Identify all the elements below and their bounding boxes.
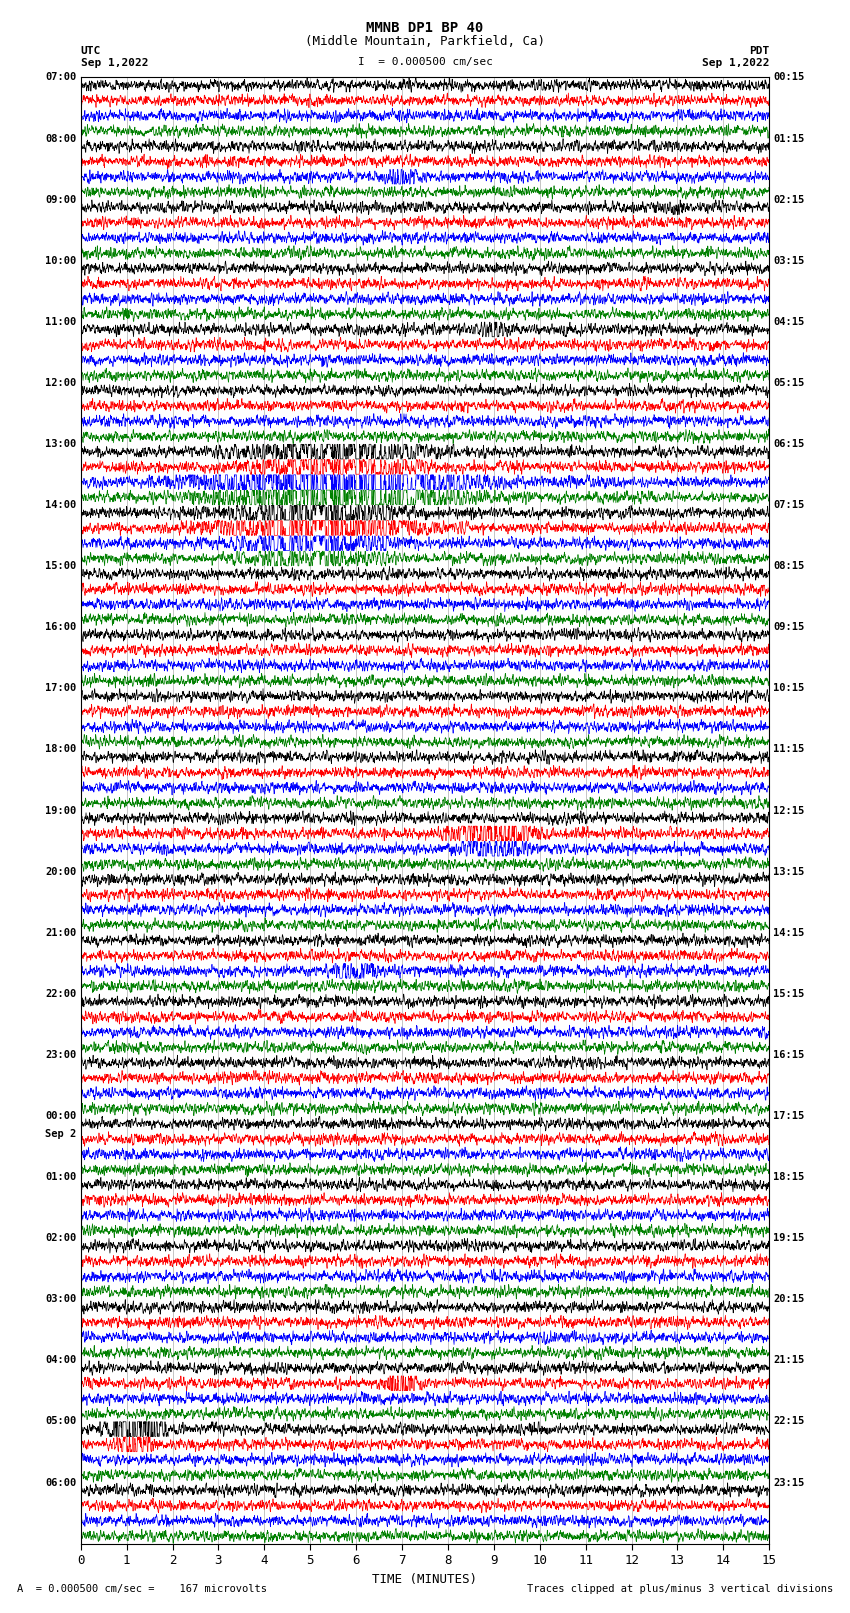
Text: 00:00: 00:00	[45, 1111, 76, 1121]
Text: 05:15: 05:15	[774, 377, 805, 387]
Text: 03:15: 03:15	[774, 256, 805, 266]
Text: 06:00: 06:00	[45, 1478, 76, 1487]
Text: Traces clipped at plus/minus 3 vertical divisions: Traces clipped at plus/minus 3 vertical …	[527, 1584, 833, 1594]
Text: Sep 1,2022: Sep 1,2022	[702, 58, 769, 68]
Text: 12:15: 12:15	[774, 805, 805, 816]
Text: 00:15: 00:15	[774, 73, 805, 82]
Text: 14:15: 14:15	[774, 927, 805, 937]
Text: 04:00: 04:00	[45, 1355, 76, 1365]
Text: 21:00: 21:00	[45, 927, 76, 937]
Text: 22:00: 22:00	[45, 989, 76, 998]
Text: 19:00: 19:00	[45, 805, 76, 816]
Text: 15:00: 15:00	[45, 561, 76, 571]
Text: 07:00: 07:00	[45, 73, 76, 82]
Text: 23:00: 23:00	[45, 1050, 76, 1060]
Text: 18:15: 18:15	[774, 1173, 805, 1182]
Text: Sep 2: Sep 2	[45, 1129, 76, 1139]
Text: 20:00: 20:00	[45, 866, 76, 876]
Text: 02:15: 02:15	[774, 195, 805, 205]
Text: 01:00: 01:00	[45, 1173, 76, 1182]
X-axis label: TIME (MINUTES): TIME (MINUTES)	[372, 1573, 478, 1586]
Text: 21:15: 21:15	[774, 1355, 805, 1365]
Text: I  = 0.000500 cm/sec: I = 0.000500 cm/sec	[358, 56, 492, 68]
Text: 10:00: 10:00	[45, 256, 76, 266]
Text: 16:15: 16:15	[774, 1050, 805, 1060]
Text: 22:15: 22:15	[774, 1416, 805, 1426]
Text: 19:15: 19:15	[774, 1234, 805, 1244]
Text: 04:15: 04:15	[774, 316, 805, 327]
Text: 15:15: 15:15	[774, 989, 805, 998]
Text: 23:15: 23:15	[774, 1478, 805, 1487]
Text: Sep 1,2022: Sep 1,2022	[81, 58, 148, 68]
Text: 13:00: 13:00	[45, 439, 76, 448]
Text: (Middle Mountain, Parkfield, Ca): (Middle Mountain, Parkfield, Ca)	[305, 35, 545, 48]
Text: 10:15: 10:15	[774, 684, 805, 694]
Text: 07:15: 07:15	[774, 500, 805, 510]
Text: 20:15: 20:15	[774, 1294, 805, 1305]
Text: 09:15: 09:15	[774, 623, 805, 632]
Text: 17:15: 17:15	[774, 1111, 805, 1121]
Text: UTC: UTC	[81, 47, 101, 56]
Text: 05:00: 05:00	[45, 1416, 76, 1426]
Text: A  = 0.000500 cm/sec =    167 microvolts: A = 0.000500 cm/sec = 167 microvolts	[17, 1584, 267, 1594]
Text: 11:15: 11:15	[774, 745, 805, 755]
Text: 13:15: 13:15	[774, 866, 805, 876]
Text: 08:00: 08:00	[45, 134, 76, 144]
Text: 01:15: 01:15	[774, 134, 805, 144]
Text: 18:00: 18:00	[45, 745, 76, 755]
Text: 02:00: 02:00	[45, 1234, 76, 1244]
Text: 09:00: 09:00	[45, 195, 76, 205]
Text: 17:00: 17:00	[45, 684, 76, 694]
Text: 11:00: 11:00	[45, 316, 76, 327]
Text: 06:15: 06:15	[774, 439, 805, 448]
Text: 08:15: 08:15	[774, 561, 805, 571]
Text: PDT: PDT	[749, 47, 769, 56]
Text: 14:00: 14:00	[45, 500, 76, 510]
Text: 12:00: 12:00	[45, 377, 76, 387]
Text: 16:00: 16:00	[45, 623, 76, 632]
Text: 03:00: 03:00	[45, 1294, 76, 1305]
Text: MMNB DP1 BP 40: MMNB DP1 BP 40	[366, 21, 484, 35]
